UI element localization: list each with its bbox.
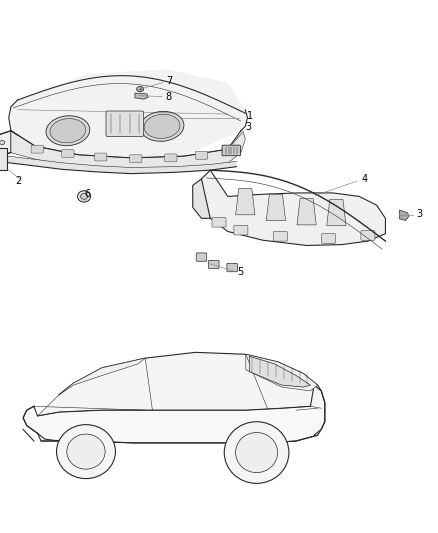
Ellipse shape [224, 422, 289, 483]
Ellipse shape [236, 432, 278, 473]
FancyBboxPatch shape [196, 253, 207, 261]
Polygon shape [61, 163, 96, 172]
Polygon shape [0, 148, 7, 170]
FancyBboxPatch shape [273, 231, 287, 241]
FancyBboxPatch shape [31, 145, 43, 153]
Text: 2: 2 [15, 176, 21, 186]
FancyBboxPatch shape [321, 233, 336, 243]
Text: 3: 3 [417, 209, 423, 219]
Ellipse shape [67, 434, 105, 469]
Polygon shape [266, 194, 286, 221]
Polygon shape [96, 166, 131, 174]
Text: 1: 1 [247, 111, 253, 122]
Polygon shape [175, 165, 210, 172]
Text: 8: 8 [165, 92, 171, 102]
Polygon shape [193, 179, 210, 219]
Ellipse shape [144, 114, 180, 139]
Text: 5: 5 [237, 266, 243, 277]
FancyBboxPatch shape [234, 225, 248, 235]
Polygon shape [249, 356, 311, 387]
Ellipse shape [81, 193, 88, 199]
Ellipse shape [57, 425, 116, 479]
Text: 4: 4 [361, 174, 367, 184]
Polygon shape [399, 210, 409, 221]
Polygon shape [11, 131, 245, 171]
Text: 7: 7 [166, 76, 172, 86]
Ellipse shape [50, 119, 86, 143]
Polygon shape [11, 69, 245, 158]
FancyBboxPatch shape [208, 260, 219, 269]
FancyBboxPatch shape [130, 155, 142, 163]
FancyBboxPatch shape [361, 231, 375, 240]
Polygon shape [0, 155, 4, 162]
Polygon shape [327, 199, 346, 226]
FancyBboxPatch shape [195, 151, 208, 159]
Polygon shape [246, 354, 318, 391]
Ellipse shape [78, 191, 91, 202]
FancyBboxPatch shape [222, 145, 240, 156]
Polygon shape [210, 161, 237, 170]
Polygon shape [297, 199, 316, 225]
Text: 3: 3 [246, 122, 252, 132]
Polygon shape [26, 158, 61, 169]
Ellipse shape [140, 111, 184, 141]
FancyBboxPatch shape [106, 111, 144, 136]
Polygon shape [131, 167, 175, 174]
Polygon shape [38, 352, 321, 416]
Ellipse shape [137, 86, 144, 92]
Polygon shape [0, 131, 11, 155]
Polygon shape [135, 93, 148, 99]
FancyBboxPatch shape [95, 153, 107, 161]
Ellipse shape [46, 116, 90, 146]
Text: 6: 6 [85, 189, 91, 199]
FancyBboxPatch shape [62, 150, 74, 157]
Polygon shape [59, 358, 145, 395]
Polygon shape [201, 170, 385, 246]
Polygon shape [23, 385, 325, 443]
Ellipse shape [0, 141, 5, 144]
Polygon shape [4, 156, 26, 165]
FancyBboxPatch shape [227, 263, 237, 272]
FancyBboxPatch shape [212, 217, 226, 227]
Polygon shape [236, 189, 255, 215]
FancyBboxPatch shape [165, 154, 177, 162]
